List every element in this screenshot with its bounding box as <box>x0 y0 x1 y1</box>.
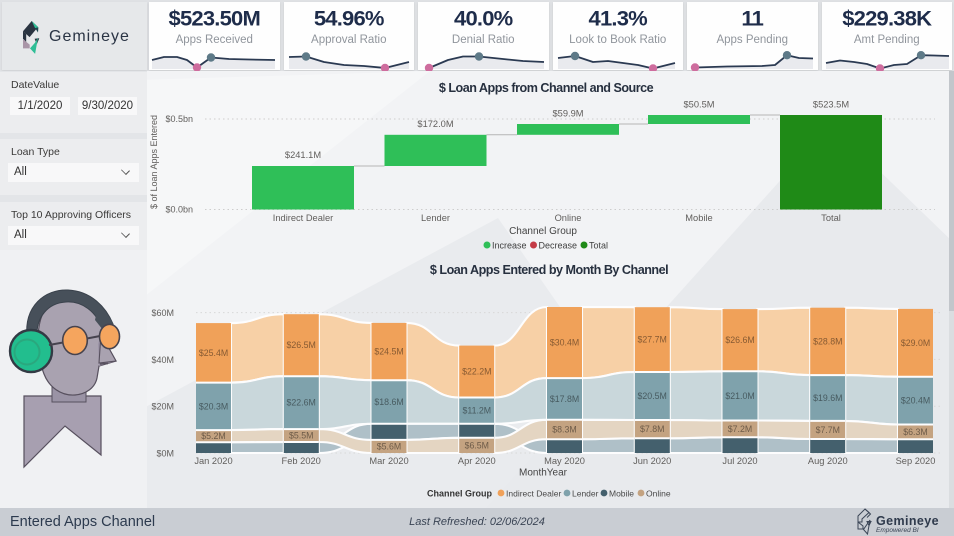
svg-text:$27.7M: $27.7M <box>638 335 667 345</box>
svg-text:Sep 2020: Sep 2020 <box>896 456 936 466</box>
svg-text:$20.5M: $20.5M <box>638 391 667 401</box>
svg-text:Jun 2020: Jun 2020 <box>633 456 671 466</box>
svg-text:MonthYear: MonthYear <box>519 468 568 479</box>
svg-text:Mobile: Mobile <box>685 213 712 223</box>
svg-text:Channel Group: Channel Group <box>427 488 493 498</box>
svg-text:$ Loan Apps Entered by Month B: $ Loan Apps Entered by Month By Channel <box>430 263 668 277</box>
svg-text:Decrease: Decrease <box>539 240 578 250</box>
svg-text:$17.8M: $17.8M <box>550 394 579 404</box>
svg-text:$60M: $60M <box>151 308 174 318</box>
svg-text:Feb 2020: Feb 2020 <box>282 456 321 466</box>
svg-text:$50.5M: $50.5M <box>683 100 714 110</box>
svg-text:Apr 2020: Apr 2020 <box>458 456 496 466</box>
svg-text:$20.3M: $20.3M <box>199 401 228 411</box>
svg-text:$24.5M: $24.5M <box>374 347 403 357</box>
svg-text:$7.2M: $7.2M <box>728 424 752 434</box>
svg-text:$18.6M: $18.6M <box>374 397 403 407</box>
svg-text:May 2020: May 2020 <box>544 456 585 466</box>
svg-text:$0.0bn: $0.0bn <box>165 205 193 215</box>
svg-text:$6.3M: $6.3M <box>903 427 927 437</box>
svg-text:Jan 2020: Jan 2020 <box>194 456 232 466</box>
svg-text:$29.0M: $29.0M <box>901 338 930 348</box>
svg-text:$0.5bn: $0.5bn <box>165 114 193 124</box>
svg-text:Mobile: Mobile <box>609 488 634 498</box>
svg-text:$30.4M: $30.4M <box>550 338 579 348</box>
svg-text:Increase: Increase <box>492 240 527 250</box>
svg-text:$0M: $0M <box>156 448 174 458</box>
svg-text:Lender: Lender <box>572 488 599 498</box>
svg-text:$22.6M: $22.6M <box>287 398 316 408</box>
svg-text:Mar 2020: Mar 2020 <box>369 456 408 466</box>
svg-text:$5.5M: $5.5M <box>289 431 313 441</box>
svg-text:$40M: $40M <box>151 355 174 365</box>
svg-text:$5.2M: $5.2M <box>201 431 225 441</box>
svg-text:$7.7M: $7.7M <box>816 425 840 435</box>
svg-text:$7.8M: $7.8M <box>640 424 664 434</box>
svg-text:$11.2M: $11.2M <box>462 406 491 416</box>
svg-text:$26.5M: $26.5M <box>287 340 316 350</box>
svg-text:$25.4M: $25.4M <box>199 348 228 358</box>
svg-text:$ Loan Apps from Channel and S: $ Loan Apps from Channel and Source <box>439 81 654 95</box>
svg-text:Indirect Dealer: Indirect Dealer <box>506 488 561 498</box>
svg-text:Channel Group: Channel Group <box>509 226 577 237</box>
svg-text:Online: Online <box>555 213 582 223</box>
svg-text:$22.2M: $22.2M <box>462 367 491 377</box>
svg-text:$6.5M: $6.5M <box>465 440 489 450</box>
svg-text:$ of Loan Apps Entered: $ of Loan Apps Entered <box>149 115 159 209</box>
svg-text:Online: Online <box>646 488 671 498</box>
svg-text:Aug 2020: Aug 2020 <box>808 456 848 466</box>
svg-text:$523.5M: $523.5M <box>813 100 849 110</box>
svg-text:$20M: $20M <box>151 402 174 412</box>
svg-text:$19.6M: $19.6M <box>813 393 842 403</box>
svg-text:$59.9M: $59.9M <box>552 109 583 119</box>
svg-text:Indirect Dealer: Indirect Dealer <box>273 213 333 223</box>
svg-text:$5.6M: $5.6M <box>377 441 401 451</box>
svg-text:Total: Total <box>821 213 841 223</box>
svg-text:$241.1M: $241.1M <box>285 150 321 160</box>
svg-text:Lender: Lender <box>421 213 450 223</box>
svg-text:$172.0M: $172.0M <box>417 119 453 129</box>
svg-text:Jul 2020: Jul 2020 <box>722 456 757 466</box>
svg-text:Total: Total <box>589 240 608 250</box>
svg-text:$8.3M: $8.3M <box>552 425 576 435</box>
svg-text:$20.4M: $20.4M <box>901 396 930 406</box>
svg-text:$21.0M: $21.0M <box>725 391 754 401</box>
svg-text:$26.6M: $26.6M <box>725 335 754 345</box>
svg-text:$28.8M: $28.8M <box>813 336 842 346</box>
